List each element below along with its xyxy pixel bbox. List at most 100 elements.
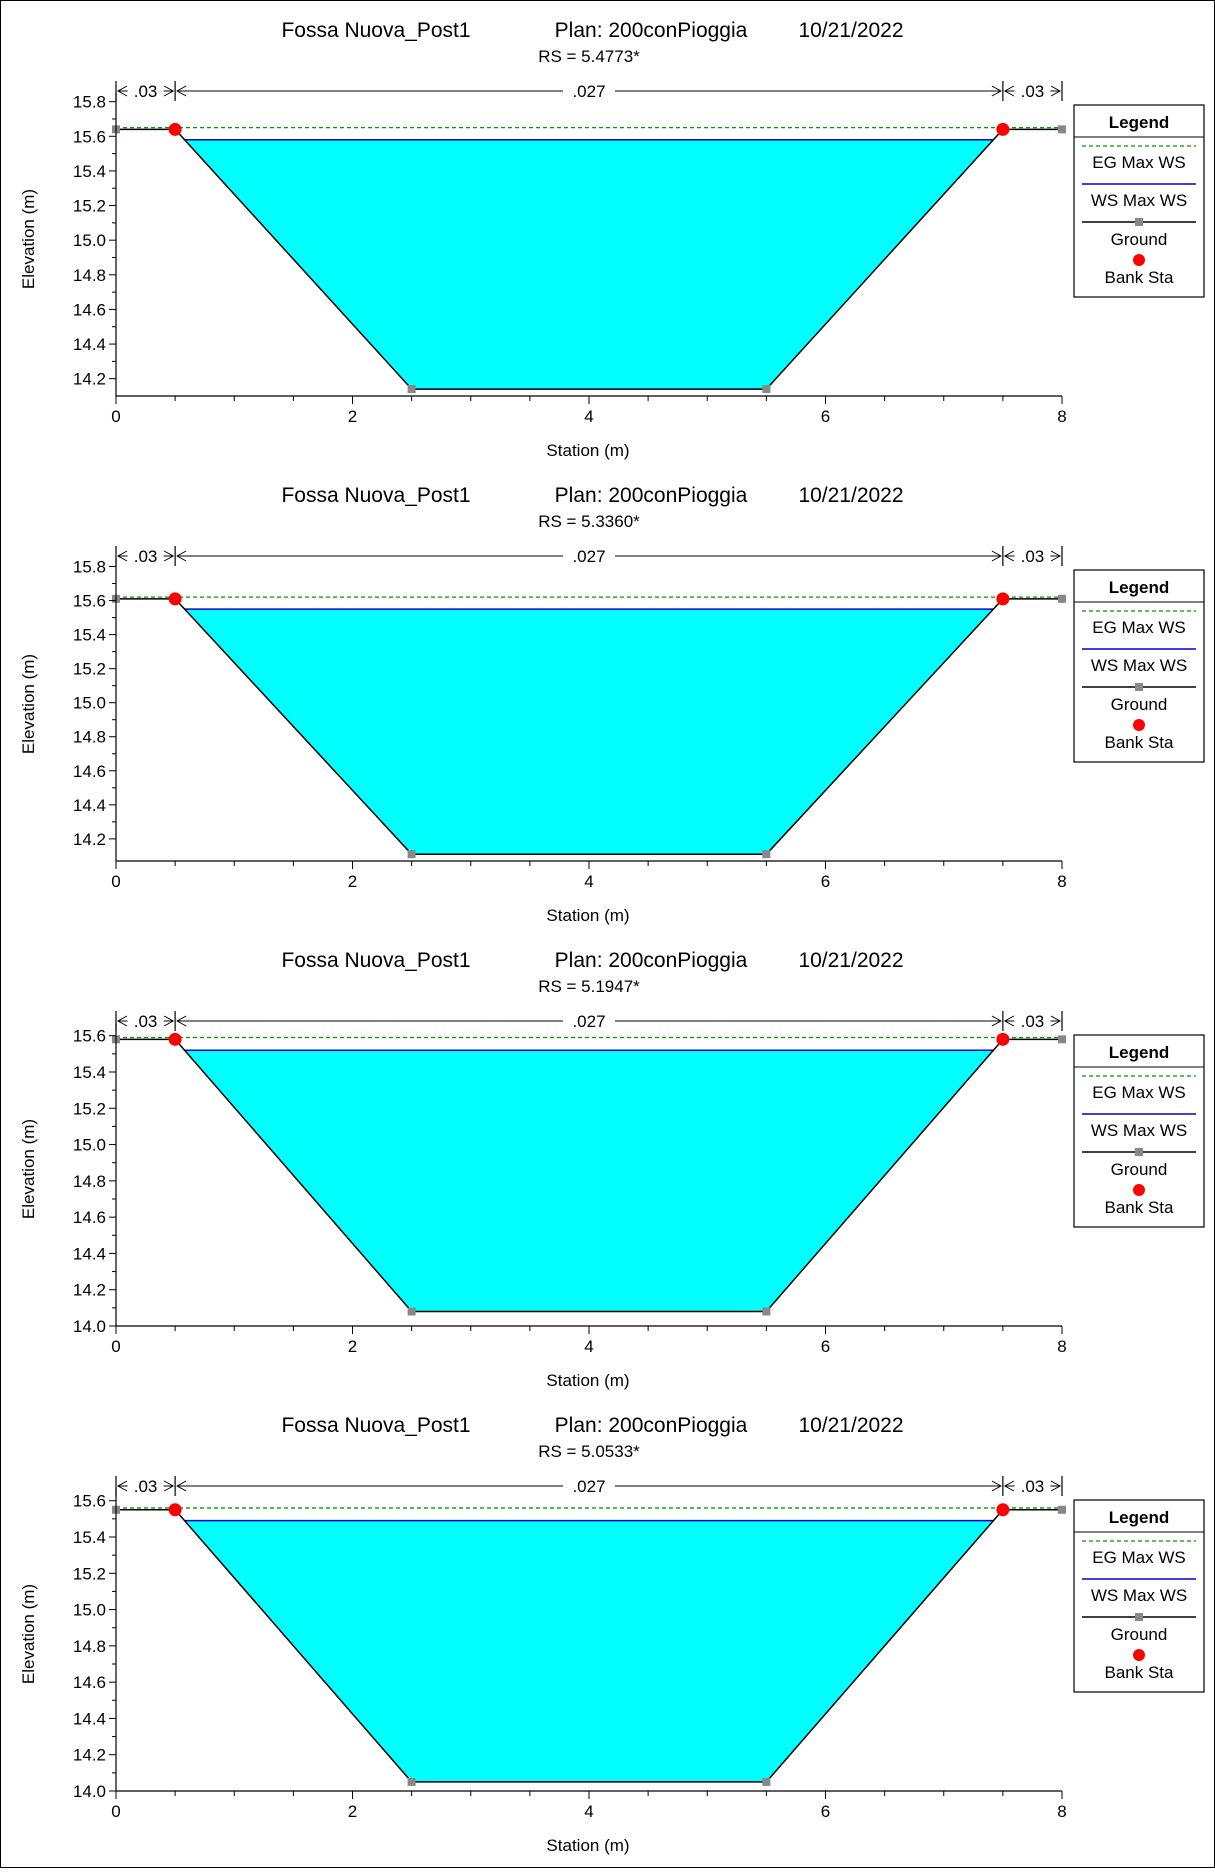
manning-arrow [176,1015,187,1027]
chart-subtitle: RS = 5.1947* [538,977,640,996]
legend-eg-label: EG Max WS [1092,153,1186,172]
bank-sta-point [168,592,182,606]
ground-line [116,1509,1062,1783]
legend-ground-marker [1135,1148,1143,1156]
bank-sta-point [996,1503,1010,1517]
x-tick-label: 4 [584,407,593,426]
y-tick-label: 15.2 [73,197,106,216]
ground-line [116,1038,1062,1313]
y-tick-label: 14.2 [73,1746,106,1765]
manning-arrow [1003,1015,1015,1027]
ground-point [1058,594,1066,603]
y-tick-label: 15.8 [73,93,106,112]
y-tick-label: 15.6 [73,1492,106,1511]
x-tick-label: 6 [821,872,830,891]
manning-value: .03 [1021,1477,1045,1496]
chart-subtitle: RS = 5.0533* [538,1442,640,1461]
bank-sta-point [168,1503,182,1517]
manning-value: .03 [134,547,158,566]
bank-sta-point [996,1032,1010,1046]
manning-arrow [116,1015,128,1027]
chart-date: 10/21/2022 [798,484,903,507]
manning-n-bar: .03 .027 .03 [115,1476,1063,1496]
x-tick-label: 8 [1057,1802,1066,1821]
ground-line [116,598,1062,855]
legend: Legend EG Max WS WS Max WS Ground Bank Sta [1073,104,1205,298]
manning-arrow [116,85,128,97]
y-tick-label: 15.0 [73,231,106,250]
ground-point [762,1307,771,1316]
ground-point [407,1777,416,1786]
manning-arrow [991,1015,1002,1027]
y-tick-label: 14.6 [73,300,106,319]
x-tick-label: 8 [1057,872,1066,891]
chart-date: 10/21/2022 [798,19,903,42]
water-area [184,609,994,855]
legend-ground-marker [1135,1613,1143,1621]
water-area [184,1050,994,1312]
manning-arrow [1050,1015,1062,1027]
legend: Legend EG Max WS WS Max WS Ground Bank Sta [1073,569,1205,763]
legend-eg-label: EG Max WS [1092,1548,1186,1567]
y-tick-label: 14.8 [73,728,106,747]
chart-title: Fossa Nuova_Post1 [281,1414,470,1437]
manning-arrow [116,550,128,562]
water-area [184,139,994,390]
x-axis-label: Station (m) [546,906,629,925]
legend-bank-marker [1133,1184,1145,1196]
manning-arrow [1003,550,1015,562]
y-tick-label: 15.2 [73,1564,106,1583]
x-tick-label: 4 [584,1337,593,1356]
chart-plan: Plan: 200conPioggia [555,1414,748,1437]
ground-point [407,850,416,859]
manning-arrow [1050,550,1062,562]
legend-bank-marker [1133,254,1145,266]
y-tick-label: 14.4 [73,335,106,354]
chart-subtitle: RS = 5.3360* [538,512,640,531]
x-tick-label: 8 [1057,1337,1066,1356]
y-tick-label: 14.0 [73,1782,106,1801]
ground-point [1058,125,1066,134]
y-tick-label: 14.8 [73,1172,106,1191]
x-axis-label: Station (m) [546,1836,629,1855]
manning-arrow [1003,85,1015,97]
y-tick-label: 14.0 [73,1317,106,1336]
manning-arrow [991,1480,1002,1492]
bank-sta-point [168,1032,182,1046]
ground-point [762,385,771,394]
legend-ground-label: Ground [1111,1625,1168,1644]
manning-arrow [163,1015,175,1027]
y-tick-label: 14.6 [73,762,106,781]
manning-arrow [163,85,175,97]
y-tick-label: 15.6 [73,127,106,146]
x-tick-label: 2 [348,872,357,891]
legend-bank-label: Bank Sta [1105,1198,1175,1217]
manning-value: .03 [134,1477,158,1496]
y-axis-label: Elevation (m) [19,189,38,289]
x-tick-label: 0 [111,1802,120,1821]
ground-point [1058,1505,1066,1514]
y-tick-label: 15.4 [73,162,106,181]
x-tick-label: 4 [584,1802,593,1821]
bank-sta-point [996,122,1010,136]
ground-point [1058,1035,1066,1044]
ground-point [762,850,771,859]
chart-date: 10/21/2022 [798,1414,903,1437]
x-tick-label: 6 [821,1802,830,1821]
bank-sta-point [996,592,1010,606]
legend-title: Legend [1109,1508,1169,1527]
x-tick-label: 0 [111,407,120,426]
manning-arrow [991,85,1002,97]
y-tick-label: 14.8 [73,1637,106,1656]
manning-arrow [1050,1480,1062,1492]
y-tick-label: 15.4 [73,626,106,645]
y-tick-label: 14.6 [73,1673,106,1692]
y-tick-label: 14.8 [73,266,106,285]
y-axis-label: Elevation (m) [19,1584,38,1684]
legend-ws-label: WS Max WS [1091,1121,1187,1140]
legend-bank-marker [1133,1649,1145,1661]
manning-n-bar: .03 .027 .03 [115,1011,1063,1031]
cross-section-chart-3: Fossa Nuova_Post1 Plan: 200conPioggia 10/2… [19,949,1205,1390]
x-tick-label: 8 [1057,407,1066,426]
